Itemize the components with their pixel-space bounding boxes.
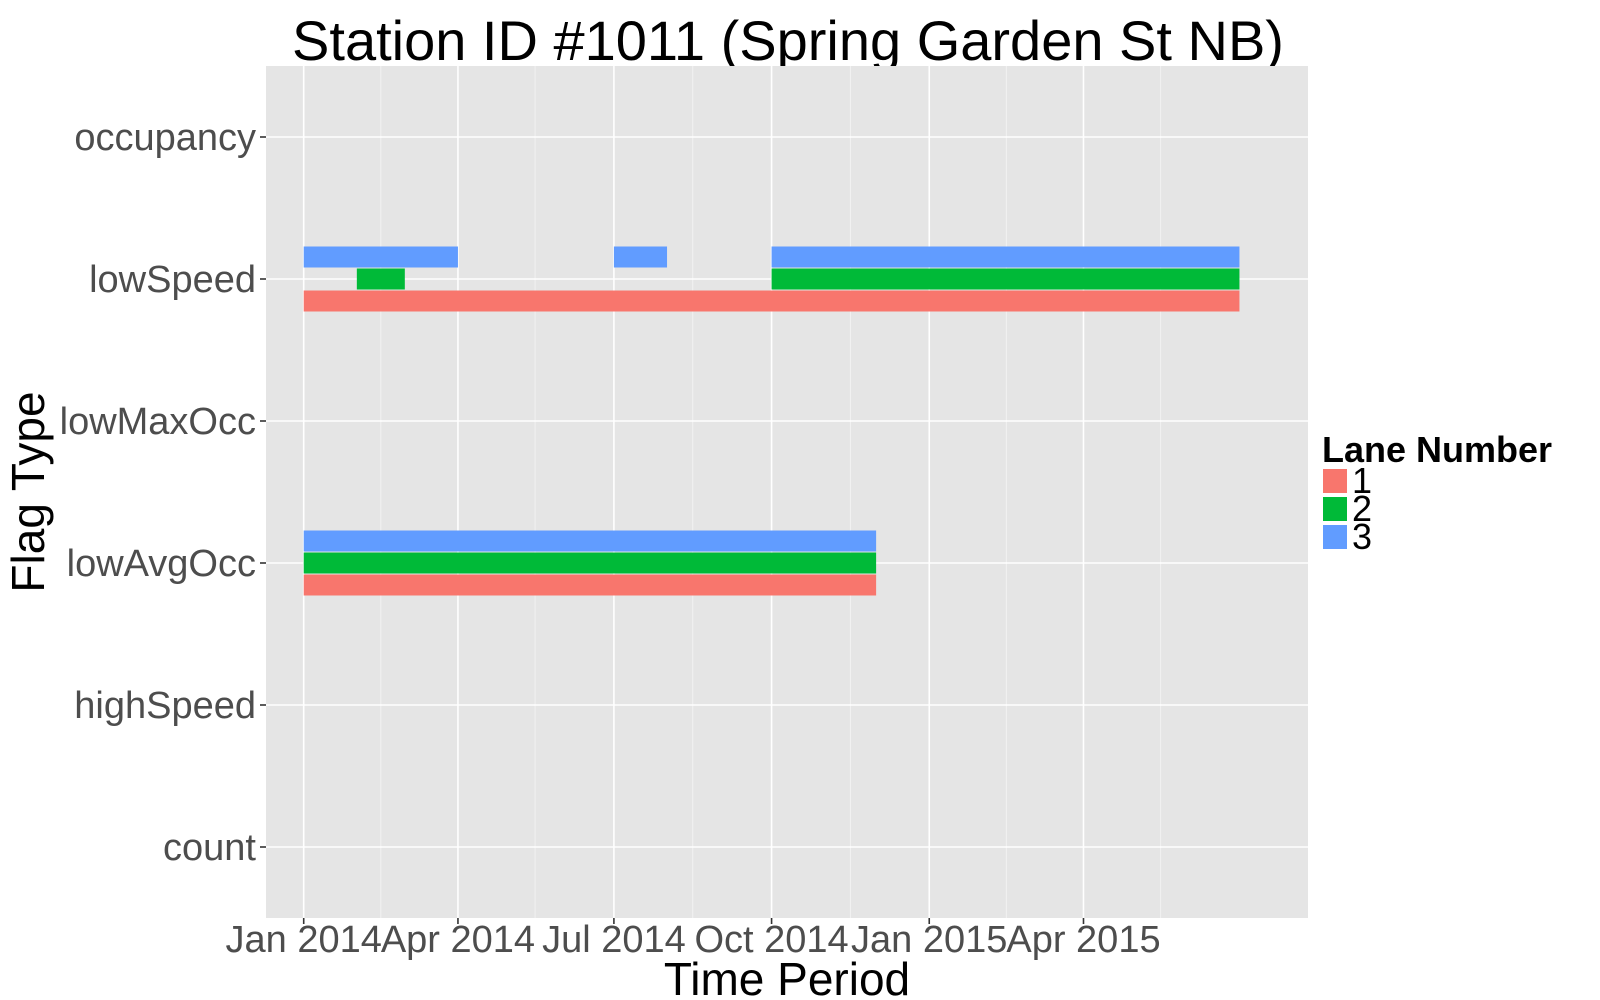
x-axis-title: Time Period (664, 953, 910, 1000)
bar-lane-3-lowSpeed (303, 246, 458, 268)
bar-lane-3-lowSpeed (771, 246, 1240, 268)
legend-label-1: 1 (1352, 460, 1372, 501)
bar-lane-1-lowSpeed (303, 290, 1240, 312)
bar-lane-2-lowAvgOcc (303, 552, 877, 574)
bars-layer (303, 246, 1240, 596)
x-tick-label: Jan 2015 (851, 919, 1007, 961)
legend-key-3 (1321, 523, 1349, 551)
y-tick-label: occupancy (74, 117, 256, 159)
x-tick-label: Oct 2014 (694, 919, 848, 961)
y-axis: count highSpeed lowAvgOcc lowMaxOcc lowSpeed… (60, 117, 266, 869)
y-tick-label: lowAvgOcc (67, 543, 256, 585)
legend: Lane Number 123 (1321, 429, 1552, 557)
grid-lines (266, 66, 1308, 918)
plot-panel (266, 66, 1308, 918)
legend-key-2 (1321, 495, 1349, 523)
x-tick-label: Jul 2014 (542, 919, 686, 961)
bar-lane-3-lowSpeed (613, 246, 668, 268)
y-tick-label: lowMaxOcc (60, 401, 256, 443)
bar-lane-1-lowAvgOcc (303, 574, 877, 596)
chart-title: Station ID #1011 (Spring Garden St NB) (292, 9, 1284, 72)
y-tick-label: lowSpeed (89, 259, 256, 301)
legend-title: Lane Number (1322, 429, 1552, 470)
legend-label-2: 2 (1352, 488, 1372, 529)
x-tick-label: Jan 2014 (226, 919, 382, 961)
y-tick-label: count (163, 827, 256, 869)
bar-lane-2-lowSpeed (771, 268, 1240, 290)
y-axis-title: Flag Type (2, 391, 54, 592)
bar-lane-2-lowSpeed (356, 268, 405, 290)
x-tick-label: Apr 2014 (381, 919, 535, 961)
legend-label-3: 3 (1352, 516, 1372, 557)
bar-lane-3-lowAvgOcc (303, 530, 877, 552)
x-tick-label: Apr 2015 (1006, 919, 1160, 961)
legend-key-1 (1321, 467, 1349, 495)
y-tick-label: highSpeed (74, 685, 256, 727)
